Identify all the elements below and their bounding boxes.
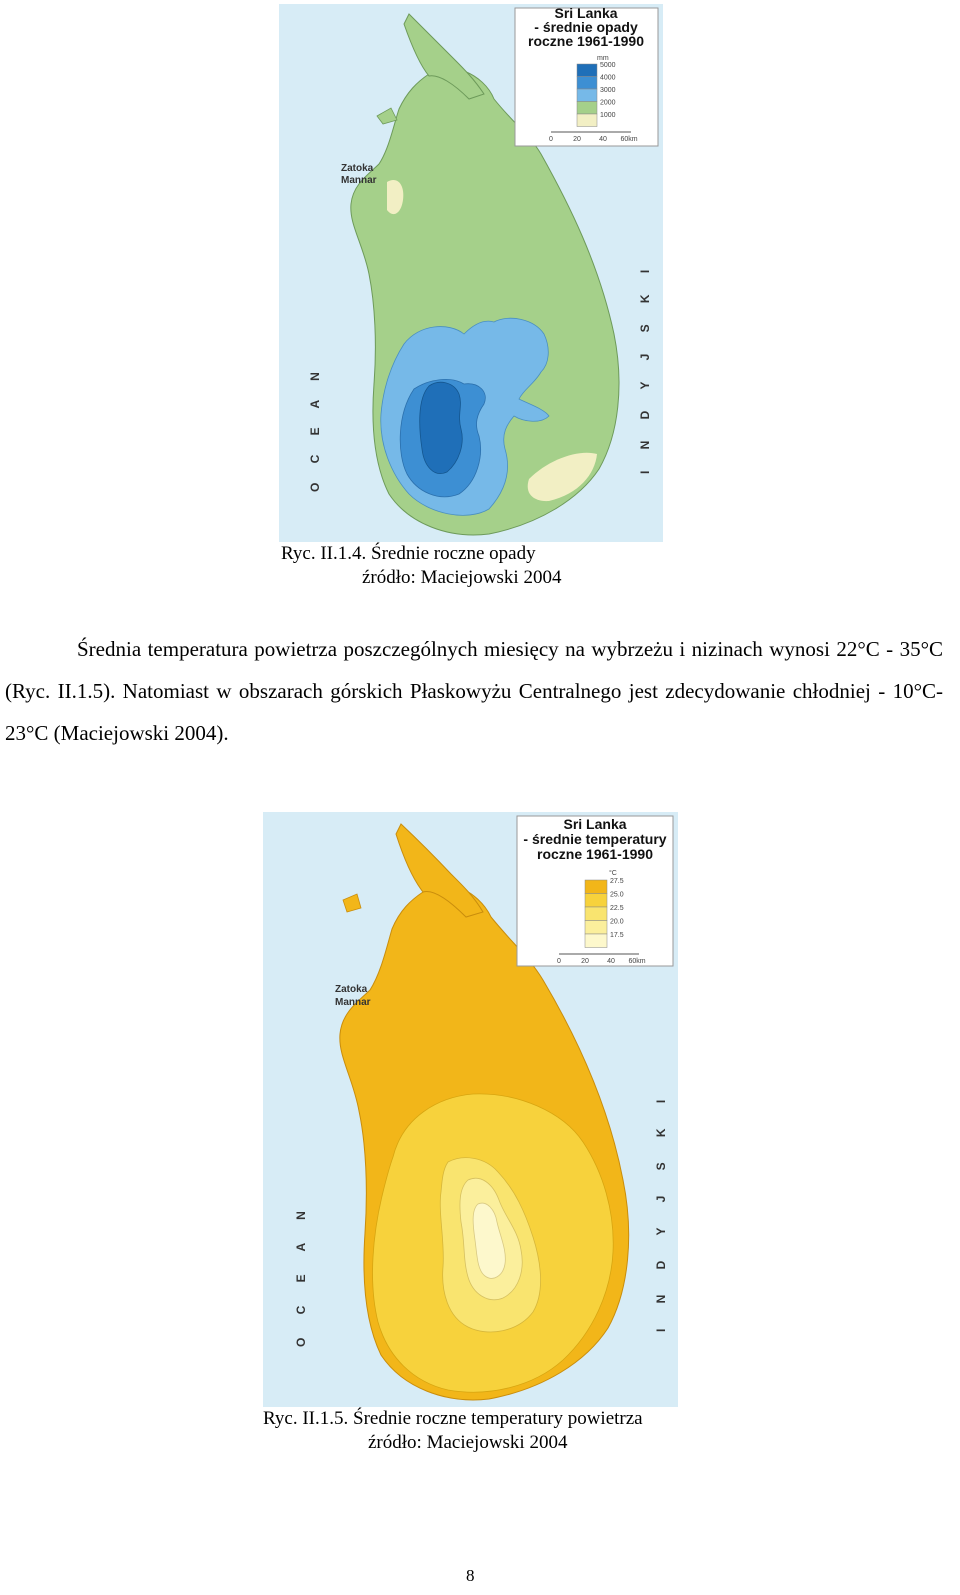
temp-scale-20: 20 bbox=[581, 958, 589, 965]
temperature-map: Sri Lanka - średnie temperatury roczne 1… bbox=[263, 812, 678, 1407]
rain-legend-swatches: 5000 4000 3000 2000 1000 bbox=[576, 62, 616, 127]
temp-legend-swatch bbox=[584, 906, 608, 921]
rain-legend-title-3: roczne 1961-1990 bbox=[528, 33, 644, 49]
rain-legend-title-2: - średnie opady bbox=[534, 19, 638, 35]
rain-scale-20: 20 bbox=[573, 136, 581, 143]
rain-legend-swatch bbox=[576, 63, 598, 77]
rain-legend-swatch bbox=[576, 113, 598, 127]
temp-legend-swatch bbox=[584, 893, 608, 908]
rain-legend-value: 3000 bbox=[600, 87, 616, 94]
temp-legend-value: 22.5 bbox=[610, 905, 624, 912]
rainfall-map: Sri Lanka - średnie opady roczne 1961-19… bbox=[279, 4, 663, 542]
rain-legend-swatch bbox=[576, 101, 598, 115]
temp-legend-value: 20.0 bbox=[610, 919, 624, 926]
rain-ocean-label: O C E A N bbox=[308, 364, 322, 492]
body-paragraph: Średnia temperatura powietrza poszczegól… bbox=[5, 628, 943, 754]
temp-scale-0: 0 bbox=[557, 958, 561, 965]
temp-legend-value: 27.5 bbox=[610, 878, 624, 885]
rain-legend-value: 2000 bbox=[600, 100, 616, 107]
rain-gulf-label-1: Zatoka bbox=[341, 163, 374, 174]
temp-legend-value: 25.0 bbox=[610, 892, 624, 899]
rain-gulf-label-2: Mannar bbox=[341, 175, 377, 186]
temp-legend-unit: °C bbox=[609, 869, 617, 877]
temp-legend-title-3: roczne 1961-1990 bbox=[537, 846, 653, 862]
temp-ocean-label: O C E A N bbox=[294, 1201, 308, 1347]
temp-legend-title-1: Sri Lanka bbox=[563, 816, 626, 832]
rain-scale-40: 40 bbox=[599, 136, 607, 143]
temp-gulf-label-1: Zatoka bbox=[335, 984, 368, 995]
figure1-caption-line1: Ryc. II.1.4. Średnie roczne opady bbox=[281, 543, 536, 564]
rain-legend-title-1: Sri Lanka bbox=[554, 5, 617, 21]
figure2-caption-line2: źródło: Maciejowski 2004 bbox=[368, 1432, 568, 1453]
temp-legend-swatch bbox=[584, 933, 608, 948]
rain-legend-value: 4000 bbox=[600, 75, 616, 82]
temp-legend-swatch bbox=[584, 879, 608, 894]
rain-legend-unit: mm bbox=[597, 55, 609, 62]
temp-scale-60: 60km bbox=[628, 958, 645, 965]
rain-indian-label: I N D Y J S K I bbox=[638, 261, 652, 474]
isotherm-17 bbox=[472, 1202, 506, 1279]
rain-scale-0: 0 bbox=[549, 136, 553, 143]
figure1-caption-line2: źródło: Maciejowski 2004 bbox=[362, 567, 562, 588]
temp-legend-title-2: - średnie temperatury bbox=[523, 831, 666, 847]
rain-scale-60: 60km bbox=[620, 136, 637, 143]
temp-legend-swatches: 27.5 25.0 22.5 20.0 17.5 bbox=[584, 878, 624, 948]
wet-zone-5000 bbox=[419, 381, 463, 474]
rain-legend-swatch bbox=[576, 76, 598, 90]
body-paragraph-text: Średnia temperatura powietrza poszczegól… bbox=[5, 637, 943, 745]
rain-legend-value: 5000 bbox=[600, 62, 616, 69]
temp-scale-40: 40 bbox=[607, 958, 615, 965]
figure2-caption-line1: Ryc. II.1.5. Średnie roczne temperatury … bbox=[263, 1408, 643, 1429]
page-number: 8 bbox=[466, 1566, 475, 1585]
temp-legend-value: 17.5 bbox=[610, 932, 624, 939]
temp-legend-swatch bbox=[584, 920, 608, 935]
temp-gulf-label-2: Mannar bbox=[335, 997, 371, 1008]
temp-indian-label: I N D Y J S K I bbox=[654, 1089, 668, 1332]
rain-legend-value: 1000 bbox=[600, 112, 616, 119]
rain-legend-swatch bbox=[576, 88, 598, 102]
